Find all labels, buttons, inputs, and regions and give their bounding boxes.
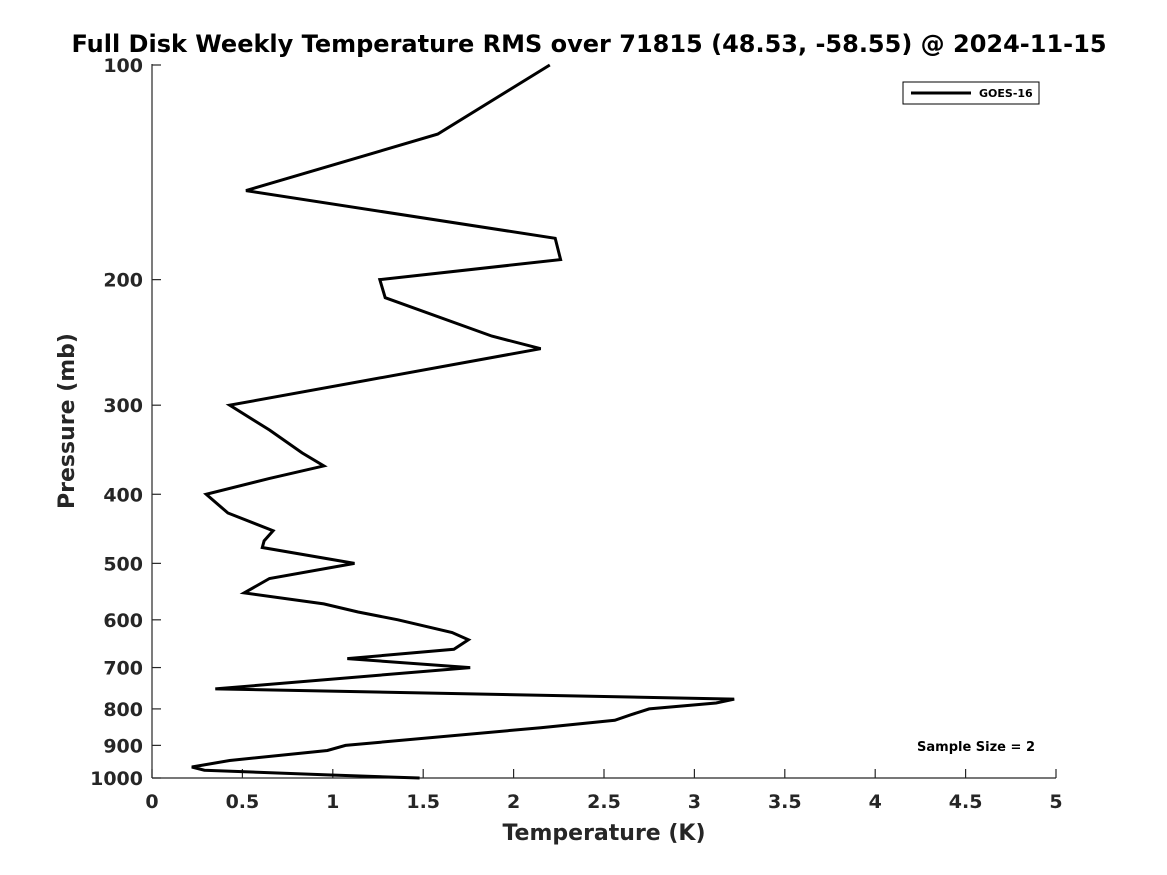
- x-tick-label: 3.5: [768, 791, 802, 813]
- legend: GOES-16: [902, 81, 1040, 105]
- y-axis-label: Pressure (mb): [55, 333, 80, 509]
- x-tick-label: 4.5: [949, 791, 983, 813]
- x-tick-label: 2.5: [587, 791, 621, 813]
- y-tick-label: 600: [103, 610, 143, 632]
- chart-title: Full Disk Weekly Temperature RMS over 71…: [71, 30, 1106, 58]
- x-tick-label: 3: [688, 791, 701, 813]
- x-axis-label: Temperature (K): [502, 821, 705, 846]
- y-tick-label: 900: [103, 735, 143, 757]
- y-tick-label: 400: [103, 484, 143, 506]
- y-tick-label: 1000: [90, 768, 143, 790]
- x-tick-label: 0: [145, 791, 158, 813]
- y-tick-label: 300: [103, 395, 143, 417]
- x-axis-ticks: 0 0.5 1 1.5 2 2.5 3 3.5 4 4.5 5: [145, 769, 1063, 813]
- legend-entry-goes16: GOES-16: [979, 87, 1033, 100]
- y-tick-label: 500: [103, 553, 143, 575]
- y-tick-label: 100: [103, 55, 143, 77]
- x-tick-label: 1.5: [406, 791, 440, 813]
- sample-size-annotation: Sample Size = 2: [917, 740, 1035, 755]
- y-tick-label: 200: [103, 270, 143, 292]
- x-tick-label: 0.5: [226, 791, 260, 813]
- y-axis-ticks: 100 200 300 400 500 600 700 800 900 1000: [90, 55, 161, 790]
- series-line-goes16: [191, 63, 735, 780]
- x-tick-label: 1: [326, 791, 339, 813]
- y-tick-label: 700: [103, 658, 143, 680]
- x-tick-label: 2: [507, 791, 520, 813]
- y-tick-label: 800: [103, 699, 143, 721]
- x-tick-label: 4: [869, 791, 882, 813]
- x-tick-label: 5: [1049, 791, 1062, 813]
